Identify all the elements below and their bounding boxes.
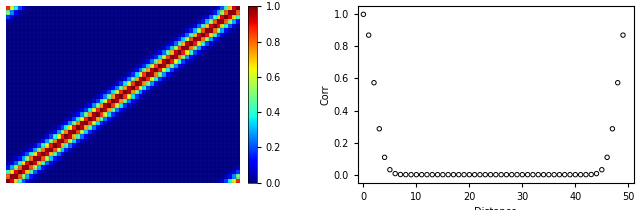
Point xyxy=(459,173,469,176)
Point xyxy=(522,173,532,176)
Point xyxy=(380,156,390,159)
Point xyxy=(491,173,501,176)
Point xyxy=(385,168,395,171)
Point xyxy=(422,173,432,176)
Point xyxy=(512,173,522,176)
Point xyxy=(533,173,543,176)
Point xyxy=(433,173,443,176)
Point xyxy=(417,173,427,176)
Point xyxy=(496,173,506,176)
Point xyxy=(580,173,591,176)
Point xyxy=(438,173,448,176)
Point xyxy=(591,172,602,175)
Point xyxy=(607,127,618,130)
Point xyxy=(396,173,406,176)
Point xyxy=(485,173,495,176)
Point xyxy=(549,173,559,176)
Point xyxy=(454,173,464,176)
X-axis label: Distance: Distance xyxy=(474,207,517,210)
Point xyxy=(612,81,623,84)
Point xyxy=(602,156,612,159)
Point xyxy=(470,173,480,176)
Point xyxy=(501,173,511,176)
Point xyxy=(464,173,474,176)
Point xyxy=(406,173,416,176)
Point xyxy=(364,33,374,37)
Point xyxy=(559,173,570,176)
Point xyxy=(618,33,628,37)
Point xyxy=(427,173,437,176)
Point xyxy=(538,173,548,176)
Point xyxy=(412,173,422,176)
Point xyxy=(443,173,453,176)
Point xyxy=(517,173,527,176)
Point xyxy=(528,173,538,176)
Point xyxy=(449,173,459,176)
Point xyxy=(596,168,607,171)
Point xyxy=(475,173,485,176)
Point xyxy=(374,127,385,130)
Point xyxy=(575,173,586,176)
Point xyxy=(554,173,564,176)
Point xyxy=(570,173,580,176)
Point xyxy=(544,173,554,176)
Point xyxy=(507,173,517,176)
Point xyxy=(401,173,411,176)
Point xyxy=(565,173,575,176)
Point xyxy=(390,172,400,175)
Point xyxy=(586,173,596,176)
Y-axis label: Corr: Corr xyxy=(321,84,331,105)
Point xyxy=(369,81,379,84)
Point xyxy=(480,173,490,176)
Point xyxy=(358,13,369,16)
